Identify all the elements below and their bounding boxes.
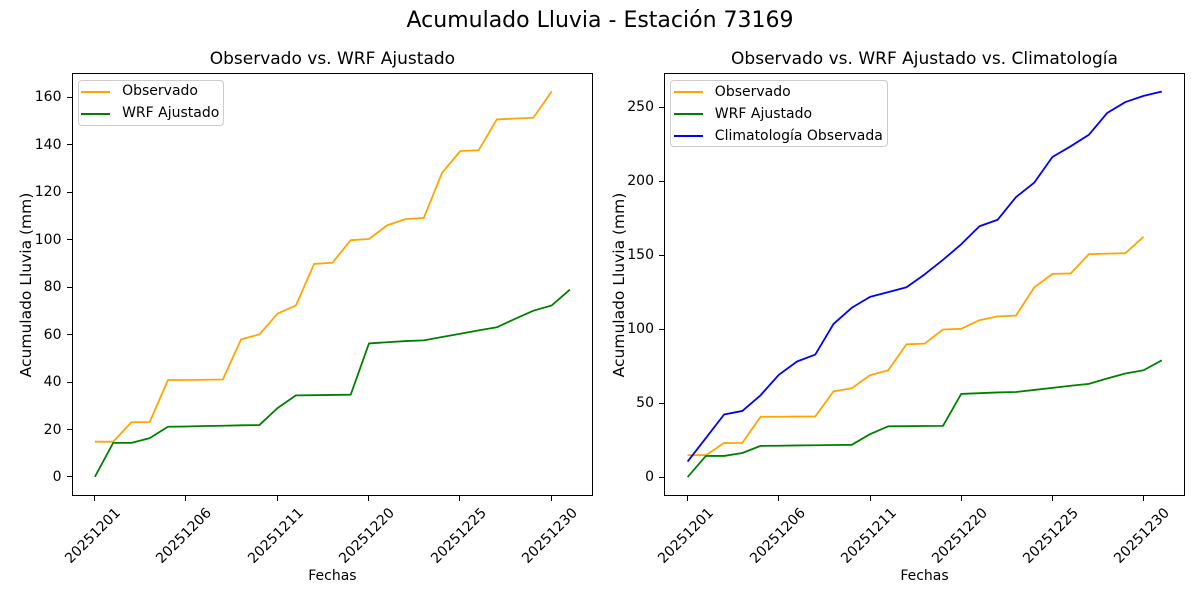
x-tick-label: 20251211: [837, 505, 900, 568]
y-tick-label: 100: [34, 231, 62, 248]
y-tick-mark: [66, 144, 72, 146]
x-tick-label: 20251225: [427, 505, 490, 568]
y-tick-label: 250: [627, 99, 654, 116]
x-tick-label: 20251230: [519, 505, 581, 568]
legend-label: Observado: [122, 83, 198, 100]
x-tick-label: 20251220: [336, 505, 399, 568]
legend-label: Climatología Observada: [714, 127, 883, 144]
y-tick-label: 160: [34, 89, 62, 106]
x-tick-label: 20251201: [655, 505, 718, 568]
x-tick-label: 20251211: [244, 505, 307, 568]
series-line-observado: [94, 91, 552, 443]
legend-line-sample: [81, 90, 111, 93]
legend-entry: Observado: [81, 81, 215, 103]
axes-right: Observado vs. WRF Ajustado vs. Climatolo…: [610, 49, 1185, 584]
x-tick-label: 20251206: [153, 505, 216, 568]
x-tick-label: 20251220: [929, 505, 991, 568]
x-tick-label: 20251201: [62, 505, 124, 568]
x-tick-mark: [869, 495, 871, 501]
x-tick-label: 20251230: [1111, 505, 1174, 568]
x-tick-mark: [185, 495, 187, 501]
x-tick-mark: [778, 495, 780, 501]
x-tick-mark: [459, 495, 461, 501]
y-tick-mark: [66, 429, 72, 431]
axes-left-xlabel: Fechas: [308, 568, 357, 585]
y-tick-label: 150: [627, 247, 654, 264]
y-tick-label: 20: [43, 421, 62, 438]
y-tick-label: 50: [636, 395, 654, 412]
y-tick-mark: [66, 381, 72, 383]
y-tick-mark: [659, 254, 664, 256]
legend-label: Observado: [714, 83, 791, 100]
x-tick-label: 20251206: [746, 505, 809, 568]
x-tick-mark: [276, 495, 278, 501]
y-tick-label: 120: [34, 184, 62, 201]
x-tick-mark: [1051, 495, 1053, 501]
y-tick-label: 60: [43, 326, 62, 343]
legend-entry: WRF Ajustado: [673, 103, 880, 125]
y-tick-mark: [659, 476, 664, 478]
x-tick-mark: [1143, 495, 1145, 501]
x-tick-mark: [687, 495, 689, 501]
y-tick-label: 0: [645, 469, 654, 486]
y-tick-label: 80: [43, 279, 62, 296]
y-tick-label: 40: [43, 374, 62, 391]
figure-suptitle: Acumulado Lluvia - Estación 73169: [406, 8, 794, 33]
plot-area: [93, 91, 571, 478]
legend-line-sample: [673, 91, 703, 94]
y-tick-mark: [66, 334, 72, 336]
axes-left-title: Observado vs. WRF Ajustado: [209, 49, 456, 70]
x-tick-label: 20251225: [1020, 505, 1082, 568]
series-line-wrf-ajustado: [686, 359, 1163, 478]
legend-label: WRF Ajustado: [714, 105, 813, 122]
x-tick-mark: [550, 495, 552, 501]
y-tick-mark: [66, 286, 72, 288]
x-tick-mark: [367, 495, 369, 501]
axes-right-legend: Observado WRF Ajustado Climatología Observ…: [670, 80, 889, 147]
plot-area: [686, 90, 1163, 478]
y-tick-label: 200: [627, 173, 654, 190]
legend-entry: Climatología Observada: [673, 125, 883, 147]
y-tick-mark: [659, 180, 664, 182]
legend-line-sample: [81, 112, 111, 115]
y-tick-mark: [659, 328, 664, 330]
y-tick-mark: [66, 476, 72, 478]
legend-line-sample: [673, 113, 703, 116]
legend-label: WRF Ajustado: [122, 105, 220, 122]
series-line-observado: [687, 236, 1145, 457]
y-tick-mark: [66, 191, 72, 193]
series-line-wrf-ajustado: [93, 289, 571, 478]
y-tick-label: 100: [627, 321, 654, 338]
y-tick-mark: [659, 402, 664, 404]
y-tick-mark: [659, 106, 664, 108]
series-line-climatolog-a-observada: [686, 90, 1163, 463]
axes-left-legend: Observado WRF Ajustado: [77, 79, 225, 126]
legend-line-sample: [673, 135, 703, 138]
x-tick-mark: [960, 495, 962, 501]
y-tick-mark: [66, 239, 72, 241]
legend-entry: WRF Ajustado: [81, 103, 219, 125]
y-tick-label: 140: [34, 136, 62, 153]
y-tick-mark: [66, 96, 72, 98]
legend-entry: Observado: [673, 81, 880, 103]
axes-right-ylabel: Acumulado Lluvia (mm): [610, 193, 628, 378]
y-tick-label: 0: [52, 468, 62, 485]
axes-right-xlabel: Fechas: [900, 568, 949, 585]
axes-right-title: Observado vs. WRF Ajustado vs. Climatolo…: [731, 49, 1118, 70]
x-tick-mark: [93, 495, 95, 501]
axes-left: Observado vs. WRF Ajustado Fechas Acumul…: [17, 49, 594, 584]
